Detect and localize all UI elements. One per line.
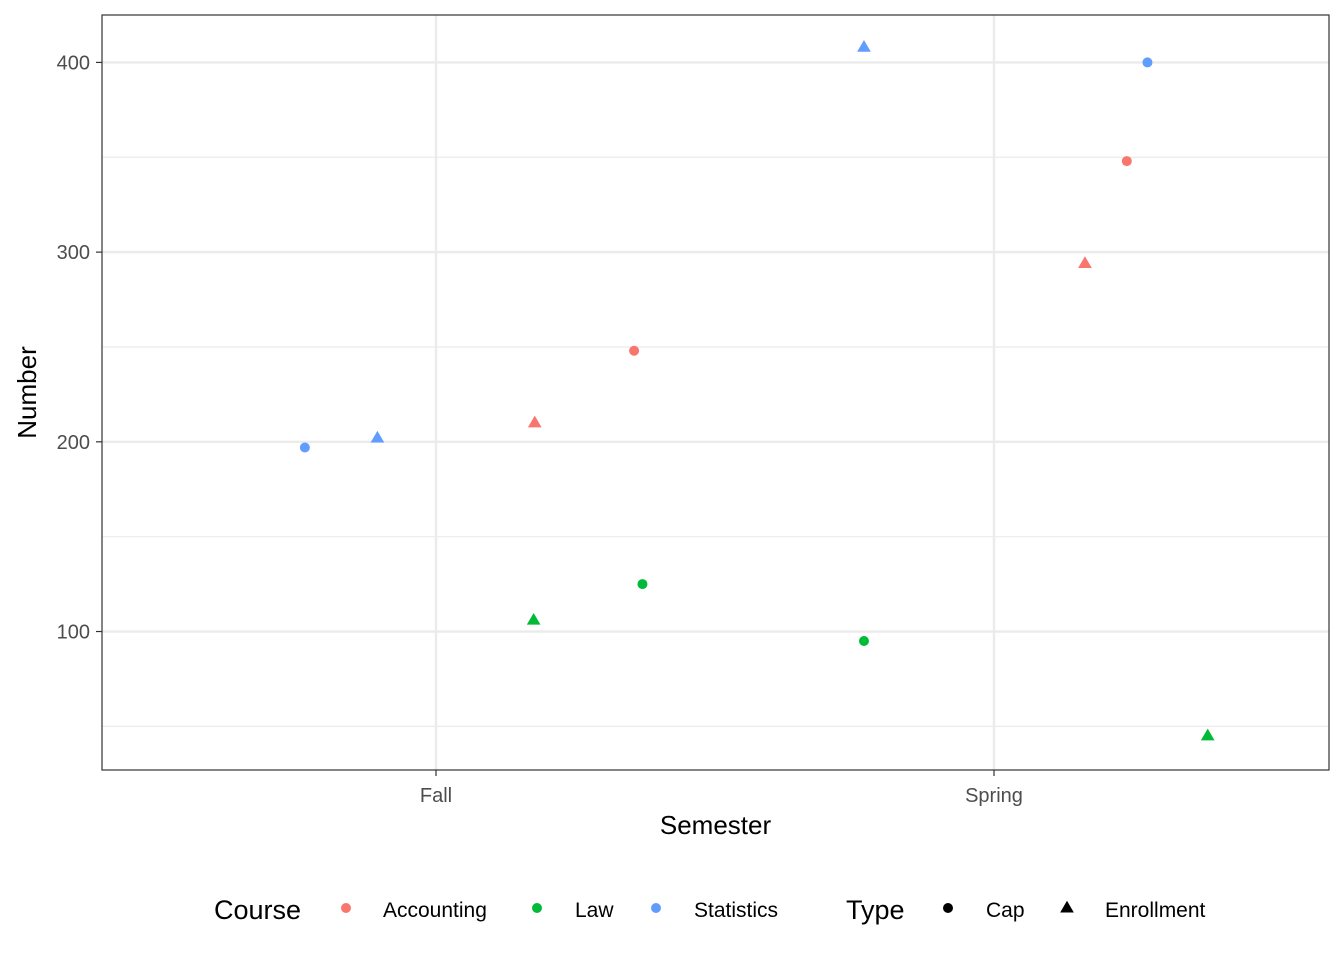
point-law-enrollment-spring: [1200, 728, 1215, 741]
point-law-cap-fall: [637, 579, 648, 590]
legend-label-accounting: Accounting: [383, 899, 487, 922]
grid-lines: [102, 15, 1329, 770]
point-accounting-cap-spring: [1121, 156, 1132, 167]
point-law-enrollment-fall: [526, 612, 541, 625]
point-statistics-enrollment-fall: [370, 430, 385, 443]
point-accounting-enrollment-spring: [1078, 256, 1092, 268]
legend-title-type: Type: [846, 895, 905, 925]
legend-key-law: [532, 903, 542, 913]
point-accounting-cap-fall: [629, 345, 640, 356]
y-tick-label: 300: [57, 242, 90, 264]
point-statistics-enrollment-spring: [857, 40, 871, 52]
legend-title-course: Course: [214, 895, 301, 925]
plot-panel-border: [101, 14, 1330, 771]
x-tick-label: Spring: [965, 785, 1023, 807]
point-statistics-cap-spring: [1142, 57, 1153, 68]
x-tick-label: Fall: [420, 785, 452, 807]
y-axis-title: Number: [12, 346, 42, 439]
legend-key-accounting: [341, 903, 351, 913]
legend-key-cap: [943, 903, 953, 913]
legend: Course Accounting Law Statistics Type Cap Enro…: [214, 895, 1206, 925]
legend-label-cap: Cap: [986, 899, 1025, 922]
point-statistics-cap-fall: [299, 442, 310, 453]
legend-label-enrollment: Enrollment: [1105, 899, 1206, 922]
x-axis: Fall Spring: [420, 770, 1023, 807]
legend-label-law: Law: [575, 899, 614, 922]
legend-key-statistics: [651, 903, 661, 913]
y-tick-label: 200: [57, 432, 90, 454]
y-axis: 100 200 300 400: [57, 52, 102, 644]
legend-key-enrollment: [1060, 900, 1074, 913]
y-tick-label: 400: [57, 52, 90, 74]
legend-label-statistics: Statistics: [694, 899, 778, 922]
y-tick-label: 100: [57, 622, 90, 644]
point-accounting-enrollment-fall: [527, 415, 542, 428]
x-axis-title: Semester: [660, 810, 772, 840]
point-law-cap-spring: [858, 636, 869, 647]
data-points: [299, 40, 1215, 741]
